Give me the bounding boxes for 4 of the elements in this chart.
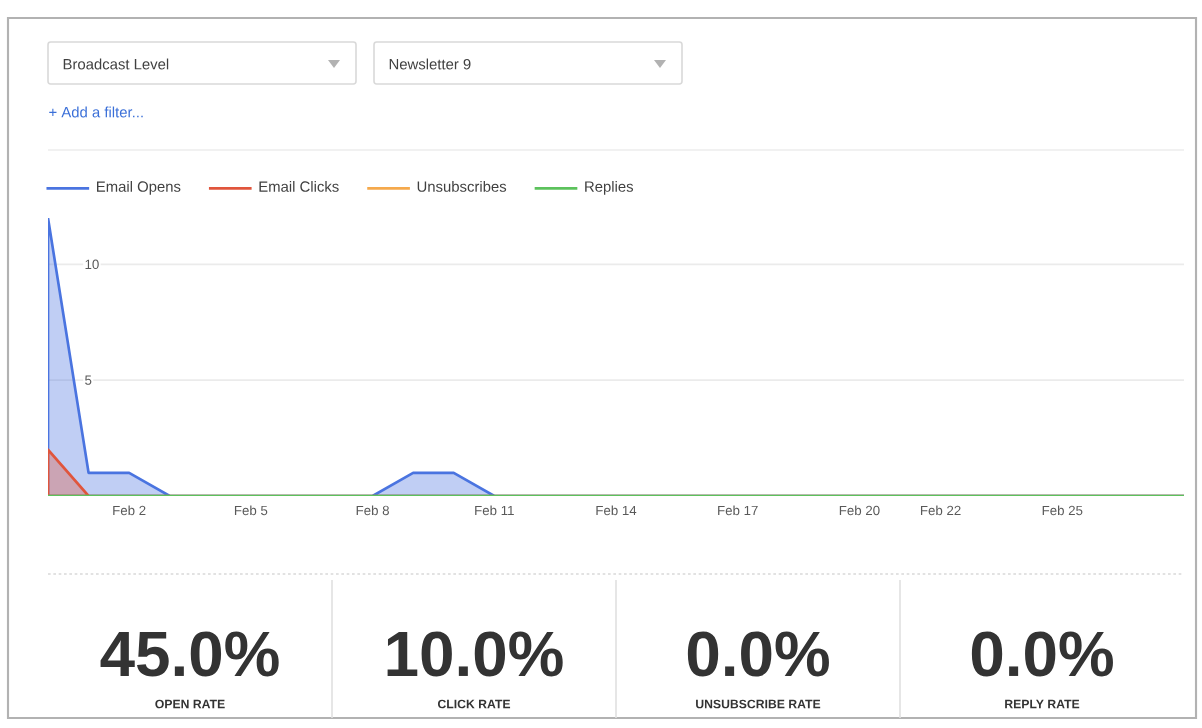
text: 45.0% <box>100 631 279 677</box>
text: 0.0% <box>971 631 1113 677</box>
text: 10.0% <box>387 631 563 677</box>
text: 0.0% <box>687 631 829 677</box>
